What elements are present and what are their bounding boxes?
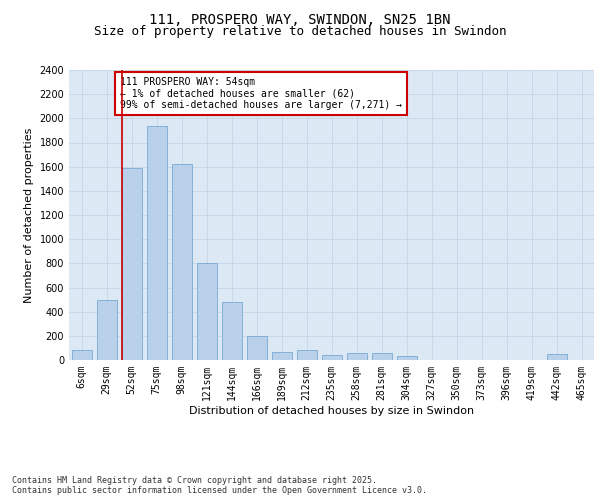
Bar: [347, 353, 367, 360]
Bar: [146, 126, 167, 360]
Text: Contains HM Land Registry data © Crown copyright and database right 2025.
Contai: Contains HM Land Registry data © Crown c…: [12, 476, 427, 495]
Text: 111, PROSPERO WAY, SWINDON, SN25 1BN: 111, PROSPERO WAY, SWINDON, SN25 1BN: [149, 12, 451, 26]
Bar: [397, 356, 416, 360]
Text: Size of property relative to detached houses in Swindon: Size of property relative to detached ho…: [94, 25, 506, 38]
Bar: [271, 352, 292, 360]
X-axis label: Distribution of detached houses by size in Swindon: Distribution of detached houses by size …: [189, 406, 474, 415]
Y-axis label: Number of detached properties: Number of detached properties: [24, 128, 34, 302]
Bar: [371, 354, 392, 360]
Bar: [121, 168, 142, 360]
Bar: [172, 164, 191, 360]
Bar: [197, 264, 217, 360]
Bar: [296, 350, 317, 360]
Bar: [71, 350, 91, 360]
Bar: [547, 354, 566, 360]
Bar: [247, 336, 266, 360]
Bar: [322, 355, 341, 360]
Text: 111 PROSPERO WAY: 54sqm
← 1% of detached houses are smaller (62)
99% of semi-det: 111 PROSPERO WAY: 54sqm ← 1% of detached…: [120, 77, 402, 110]
Bar: [97, 300, 116, 360]
Bar: [221, 302, 241, 360]
